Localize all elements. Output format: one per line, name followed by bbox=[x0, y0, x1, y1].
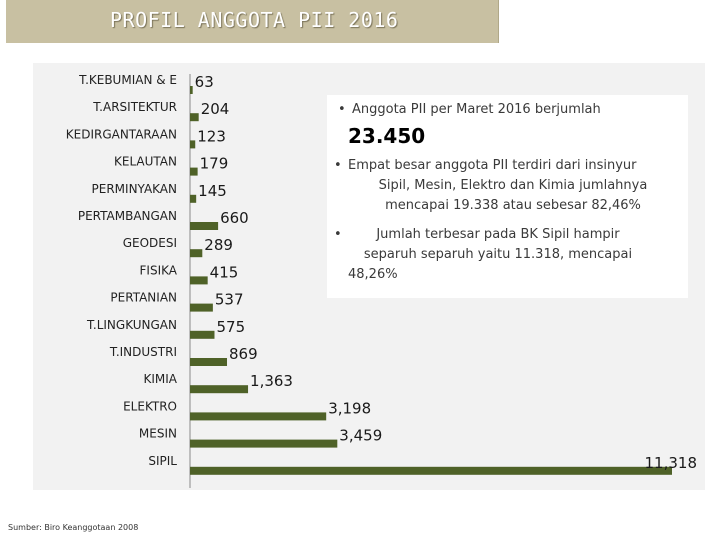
value-label: 204 bbox=[201, 100, 230, 118]
category-label: T.ARSITEKTUR bbox=[92, 100, 177, 114]
category-label: ELEKTRO bbox=[123, 399, 177, 413]
value-label: 11,318 bbox=[645, 454, 698, 472]
info-box bbox=[327, 95, 688, 298]
category-label: T.LINGKUNGAN bbox=[86, 318, 177, 332]
bar-t-lingkungan bbox=[190, 330, 215, 339]
bullet-dot: • bbox=[338, 102, 346, 117]
bullet-2: • Empat besar anggota PII terdiri dari i… bbox=[334, 156, 678, 216]
category-label: GEODESI bbox=[123, 236, 177, 250]
bar-perminyakan bbox=[190, 194, 197, 203]
value-label: 123 bbox=[197, 127, 226, 145]
bullet-dot: • bbox=[334, 227, 342, 242]
value-label: 289 bbox=[204, 236, 233, 254]
bullet-3-line: 48,26% bbox=[348, 267, 398, 282]
bar-elektro bbox=[190, 412, 327, 421]
page-title: PROFIL ANGGOTA PII 2016 bbox=[110, 8, 399, 32]
bullet-1-text: Anggota PII per Maret 2016 berjumlah bbox=[352, 102, 601, 117]
total-members: 23.450 bbox=[348, 124, 426, 148]
category-label: KEDIRGANTARAAN bbox=[66, 127, 177, 141]
category-label: MESIN bbox=[139, 427, 177, 441]
value-label: 1,363 bbox=[250, 372, 293, 390]
value-label: 415 bbox=[210, 263, 239, 281]
bar-pertanian bbox=[190, 303, 213, 312]
bar-t-arsitektur bbox=[190, 113, 199, 122]
bar-mesin bbox=[190, 439, 338, 448]
value-label: 3,459 bbox=[339, 427, 382, 445]
value-label: 63 bbox=[195, 73, 214, 91]
value-label: 537 bbox=[215, 291, 244, 309]
value-label: 3,198 bbox=[328, 399, 371, 417]
value-label: 869 bbox=[229, 345, 258, 363]
category-label: SIPIL bbox=[148, 454, 177, 468]
bullet-dot: • bbox=[334, 158, 342, 173]
value-label: 575 bbox=[216, 318, 245, 336]
category-label: FISIKA bbox=[140, 263, 178, 277]
source-note: Sumber: Biro Keanggotaan 2008 bbox=[8, 523, 139, 532]
bar-kelautan bbox=[190, 167, 198, 176]
category-label: PERMINYAKAN bbox=[92, 182, 177, 196]
bar-sipil bbox=[190, 466, 672, 475]
bar-fisika bbox=[190, 276, 208, 285]
category-label: PERTANIAN bbox=[110, 291, 177, 305]
category-label: KELAUTAN bbox=[114, 155, 177, 169]
category-label: T.KEBUMIAN & E bbox=[78, 73, 177, 87]
bar-kimia bbox=[190, 385, 249, 394]
bar-kedirgantaraan bbox=[190, 140, 196, 149]
bar-t-kebumian-e bbox=[190, 86, 193, 94]
bullet-3-line: Jumlah terbesar pada BK Sipil hampir bbox=[376, 227, 620, 242]
bar-t-industri bbox=[190, 358, 228, 366]
category-label: KIMIA bbox=[143, 372, 177, 386]
bar-geodesi bbox=[190, 249, 203, 258]
value-label: 660 bbox=[220, 209, 249, 227]
bullet-2-line: mencapai 19.338 atau sebesar 82,46% bbox=[385, 198, 641, 213]
value-label: 145 bbox=[198, 182, 227, 200]
bullet-2-line: Empat besar anggota PII terdiri dari ins… bbox=[348, 158, 637, 173]
bullet-3: • Jumlah terbesar pada BK Sipil hampir s… bbox=[334, 225, 648, 285]
bullet-2-line: Sipil, Mesin, Elektro dan Kimia jumlahny… bbox=[378, 178, 648, 193]
category-label: PERTAMBANGAN bbox=[78, 209, 177, 223]
title-bar: PROFIL ANGGOTA PII 2016 bbox=[6, 0, 499, 43]
category-label: T.INDUSTRI bbox=[109, 345, 177, 359]
bullet-1: • Anggota PII per Maret 2016 berjumlah bbox=[338, 100, 601, 120]
bullet-3-line: separuh separuh yaitu 11.318, mencapai bbox=[363, 247, 633, 262]
bar-pertambangan bbox=[190, 222, 219, 230]
value-label: 179 bbox=[200, 155, 229, 173]
